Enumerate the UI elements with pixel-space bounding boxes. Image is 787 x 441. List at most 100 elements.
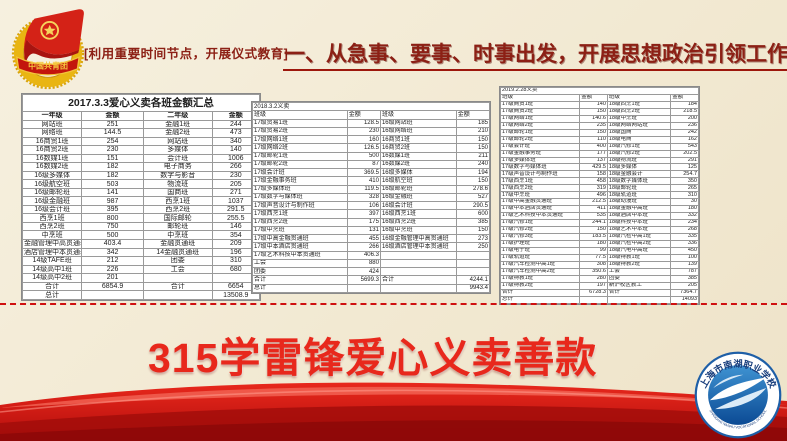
column-header: 金额 [670, 93, 699, 102]
class-name-cell: 合计 [252, 275, 348, 285]
class-name-cell: 西烹1班 [21, 213, 83, 223]
table-title-row: 2019.2.28义卖 [500, 87, 699, 95]
class-name-cell: 金融贯通班 [142, 238, 213, 249]
table-row: 17级电子班 99 18级汽电中高班 450 [499, 246, 699, 255]
amount-cell: 226 [81, 264, 144, 275]
amount-cell: 397 [346, 209, 381, 219]
donation-table-2018: 2018.3.2义卖 班级 金额 班级 金额 17级贸易1班 128.5 16级网站班 185 1… [252, 101, 491, 293]
class-name-cell: 18级汽检中高1班 [606, 233, 672, 241]
class-name-cell: 14级TAFE班 [21, 256, 83, 266]
table-row: 西烹1班 800 国际邮轮 255.5 [21, 213, 261, 223]
amount-cell: 150 [455, 143, 491, 153]
amount-cell: 800 [81, 213, 144, 223]
class-name-cell: 工会 [142, 264, 213, 275]
class-name-cell: 总计 [252, 283, 348, 293]
table-row: 17级数字与媒体班 328 16级金融班 527 [252, 192, 491, 203]
class-name-cell: 17级电子班 [499, 246, 581, 255]
table-row: 17级商贸2班 150 18级西烹2班 218.5 [499, 107, 699, 116]
class-name-cell: 16级网络班 [379, 126, 457, 137]
table-row: 16商贸1班 254 网站班 340 [21, 136, 261, 147]
class-name-cell: 17级金融事务班 [499, 149, 581, 158]
amount-cell: 180 [670, 205, 699, 214]
table-row: 酒店管理中本贯通班 342 14金融贯通班 196 [21, 247, 261, 258]
logo-wave-icon [709, 377, 767, 401]
class-name-cell: 西烹1班 [142, 196, 213, 206]
amount-cell: 342 [81, 247, 144, 258]
amount-cell: 310 [670, 191, 699, 200]
amount-cell: 308 [579, 260, 608, 269]
amount-cell: 144.5 [81, 128, 144, 138]
table-row: 16级航空班 503 物流班 205 [21, 179, 261, 189]
class-name-cell: 16级会计班 [379, 200, 457, 211]
amount-cell: 205 [670, 281, 699, 290]
table-row: 17级西烹2班 175 16级西烹2班 385 [252, 217, 491, 227]
table-row: 17级特教2班 197 新沪校区教工 205 [499, 281, 699, 290]
amount-cell: 458 [579, 177, 608, 186]
class-name-cell: 17级会计班 [499, 142, 581, 151]
table-title-row: 2018.3.2义卖 [252, 101, 490, 112]
class-name-cell: 17级网络1班 [252, 134, 348, 145]
amount-cell: 251 [81, 119, 144, 130]
column-header: 金额 [346, 110, 381, 120]
table-row: 17级金融事务班 410 16级航空班 150 [252, 176, 491, 186]
star-circle-icon [40, 21, 60, 40]
table-row: 17级商贸1班 140 18级西烹1班 184 [499, 100, 699, 109]
amount-cell: 265 [670, 184, 699, 193]
amount-cell: 400 [579, 142, 608, 151]
column-header: 一年级 [21, 111, 83, 121]
table-row: 17级网络2班 235 18级网络网站班 236 [499, 121, 699, 130]
table-row: 17级西烹1班 397 16级西烹1班 600 [252, 209, 491, 219]
table-row: 17级声音设计与制作班 106 16级会计班 290.5 [252, 200, 491, 211]
amount-cell: 87 [346, 159, 381, 170]
amount-cell: 110 [579, 135, 608, 144]
class-name-cell: 17级西烹2班 [252, 217, 348, 227]
class-name-cell: 18级汽检中高2班 [606, 239, 672, 248]
class-name-cell: 18级轨道班 [606, 191, 672, 200]
table-row: 总计 14093 [499, 295, 699, 305]
class-name-cell: 16级航空班 [379, 176, 457, 186]
class-name-cell: 17级汽修3班 [499, 233, 581, 241]
amount-cell: 212.5 [579, 198, 608, 207]
class-name-cell: 17级网络2班 [499, 121, 581, 130]
amount-cell: 175 [346, 217, 381, 227]
amount-cell: 291 [670, 156, 699, 165]
emblem-banner-ribbon [16, 56, 80, 76]
class-name-cell [379, 266, 457, 277]
class-name-cell: 18级多媒体 [606, 163, 672, 172]
class-name-cell: 总计 [21, 290, 83, 300]
table-row: 17级汽修3班 183.5 18级汽检中高1班 335 [499, 233, 699, 241]
amount-cell: 150 [455, 176, 491, 186]
amount-cell: 496 [579, 191, 608, 200]
class-name-cell: 18级中烹班 [606, 114, 672, 123]
amount-cell: 6854.9 [81, 281, 144, 292]
amount-cell: 290.5 [455, 200, 491, 211]
column-header: 班级 [499, 93, 581, 102]
class-name-cell: 18级汽修1班 [606, 142, 672, 151]
youth-league-emblem: 中国共青团 [11, 9, 85, 90]
class-name-cell: 18级特教1班 [606, 253, 672, 262]
column-header: 金额 [81, 111, 144, 121]
class-name-cell: 16级西烹1班 [379, 209, 457, 219]
amount-cell: 6728.3 [579, 288, 608, 297]
class-name-cell: 中烹班 [21, 230, 83, 240]
amount-cell: 250 [455, 242, 491, 252]
class-name-cell: 16商贸2班 [379, 143, 457, 153]
class-name-cell: 17级商贸1班 [499, 100, 581, 109]
table-row: 17级中高金融贯通班 212.5 18级动漫班 30 [499, 198, 699, 207]
amount-cell: 30 [670, 198, 699, 207]
title-underline [283, 69, 787, 71]
class-name-cell: 17级中本酒店贯通班 [499, 205, 581, 214]
amount-cell: 244.1 [579, 219, 608, 228]
table-row: 16数媒2班 182 电子商务 266 [21, 162, 261, 172]
table-row: 16级会计班 395 西烹2班 291.5 [21, 204, 261, 215]
amount-cell: 254.7 [670, 170, 699, 179]
amount-cell: 162 [670, 135, 699, 144]
amount-cell: 182 [81, 162, 144, 172]
page-title: 一、从急事、要事、时事出发，开展思想政治引领工作 [284, 43, 787, 66]
amount-cell: 218.5 [670, 107, 699, 116]
amount-cell: 150 [455, 134, 491, 145]
table-row: 17级会计班 400 18级汽修1班 543 [499, 142, 699, 151]
amount-cell: 268 [670, 226, 699, 235]
table-row: 17级汽修2班 150 18级艺术中本班 268 [499, 226, 699, 235]
table-row: 17级中本酒店贯通班 266 16级酒店管理中本贯通班 250 [252, 242, 491, 252]
